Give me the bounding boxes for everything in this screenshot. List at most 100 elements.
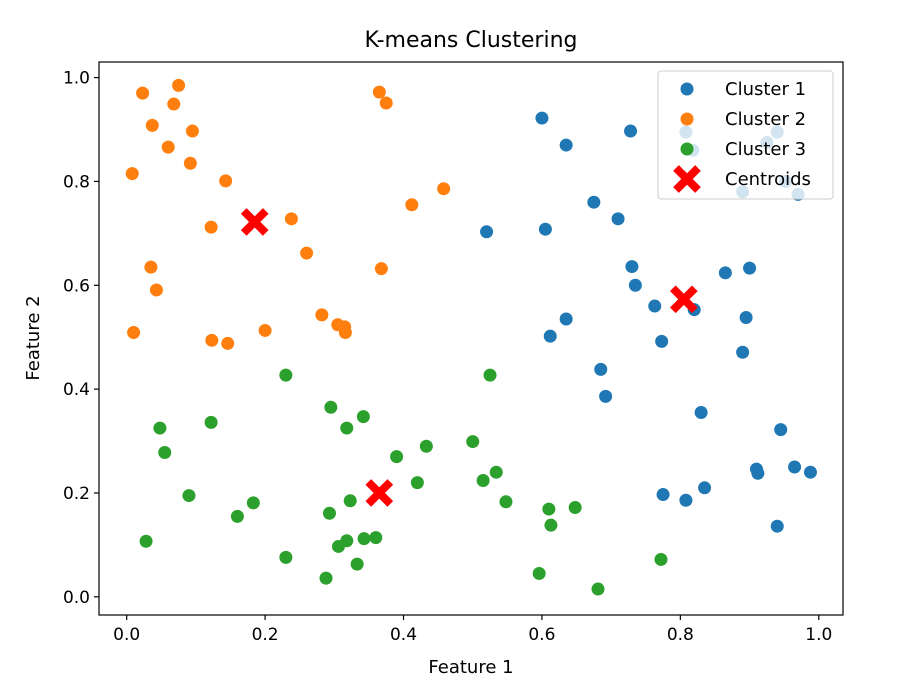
cluster-2-point [437, 182, 451, 196]
cluster-2-point [185, 124, 199, 138]
x-tick-label: 1.0 [805, 625, 832, 645]
cluster-2-point [219, 174, 233, 188]
cluster-1-point [718, 266, 732, 280]
cluster-1-point [611, 212, 625, 226]
y-tick-label: 0.2 [63, 484, 90, 504]
cluster-1-point [770, 519, 784, 533]
cluster-2-point [205, 333, 219, 347]
legend-box [657, 70, 834, 200]
cluster-3-point [499, 495, 513, 509]
cluster-3-point [279, 550, 293, 564]
cluster-1-point [559, 138, 573, 152]
x-tick-label: 0.0 [113, 625, 140, 645]
cluster-1-point [559, 312, 573, 326]
cluster-3-point [568, 501, 582, 515]
cluster-3-point [542, 502, 556, 516]
cluster-2-point [405, 198, 419, 212]
cluster-2-point [172, 78, 186, 92]
centroid-marker [669, 285, 698, 314]
cluster-2-point [149, 283, 163, 297]
cluster-3-point [324, 400, 338, 414]
cluster-1-point [736, 345, 750, 359]
cluster-3-point [331, 539, 345, 553]
cluster-1-point [535, 111, 549, 125]
legend-label: Centroids [725, 169, 811, 190]
y-tick-label: 0.4 [63, 380, 90, 400]
cluster-1-point [628, 278, 642, 292]
cluster-2-point [300, 246, 314, 260]
cluster-1-point [594, 362, 608, 376]
cluster-3-point [419, 439, 433, 453]
cluster-3-point [357, 532, 371, 546]
cluster-3-point [532, 566, 546, 580]
cluster-2-point [136, 86, 150, 100]
cluster-3-point [476, 474, 490, 488]
cluster-3-point [343, 494, 357, 508]
cluster-2-point [161, 140, 175, 154]
legend-marker-centroids [673, 165, 701, 193]
cluster-1-point [743, 261, 757, 275]
cluster-1-point [648, 299, 662, 313]
cluster-2-point [372, 85, 386, 99]
cluster-1-point [543, 329, 557, 343]
cluster-3-point [466, 435, 480, 449]
cluster-2-point [167, 97, 181, 111]
cluster-3-point [319, 571, 333, 585]
cluster-3-point [483, 368, 497, 382]
y-axis: 0.0 0.2 0.4 0.6 0.8 1.0 [63, 69, 99, 608]
x-tick-label: 0.8 [667, 625, 694, 645]
cluster-2-point [379, 96, 393, 110]
cluster-2-point [125, 167, 139, 181]
cluster-3-point [158, 445, 172, 459]
centroid-marker [240, 208, 269, 236]
cluster-2-point [221, 336, 235, 350]
cluster-1-point [739, 310, 753, 324]
cluster-2-point [374, 262, 388, 276]
cluster-3-point [350, 557, 364, 571]
y-tick-label: 0.8 [63, 172, 90, 192]
cluster-1-point [587, 195, 601, 209]
cluster-3-point [340, 421, 354, 435]
y-tick-label: 0.6 [63, 276, 90, 296]
cluster-3-point [279, 368, 293, 382]
x-axis: 0.0 0.2 0.4 0.6 0.8 1.0 [113, 615, 832, 645]
legend-marker-cluster-1 [680, 82, 694, 96]
cluster-1-point [774, 423, 788, 437]
cluster-2-point [315, 308, 329, 322]
legend-label: Cluster 2 [725, 109, 806, 130]
legend: Cluster 1 Cluster 2 Cluster 3 Centroids [657, 70, 834, 200]
legend-marker-cluster-3 [680, 142, 694, 156]
cluster-2-point [204, 220, 218, 234]
cluster-3-point [654, 552, 668, 566]
cluster-1-point [751, 466, 765, 480]
x-tick-label: 0.4 [390, 625, 417, 645]
plot-frame [98, 61, 844, 616]
cluster-2-point [144, 260, 158, 274]
cluster-2-point [145, 118, 159, 132]
cluster-3-point [153, 421, 167, 435]
legend-label: Cluster 1 [725, 79, 806, 100]
cluster-2-point [284, 212, 298, 226]
cluster-1-point [599, 389, 613, 403]
cluster-3-point [204, 415, 218, 429]
cluster-1-point [694, 405, 708, 419]
cluster-3-point [356, 410, 370, 424]
legend-label: Cluster 3 [725, 139, 806, 160]
cluster-1-point [803, 465, 817, 479]
y-tick-label: 0.0 [63, 588, 90, 608]
cluster-3-point [230, 509, 244, 523]
cluster-1-point [698, 481, 712, 495]
cluster-3-point [390, 450, 404, 464]
x-tick-label: 0.2 [252, 625, 279, 645]
cluster-1-point [679, 493, 693, 507]
cluster-3-point [139, 534, 153, 548]
x-tick-label: 0.6 [528, 625, 555, 645]
cluster-3-point [591, 582, 605, 596]
y-axis-label: Feature 2 [23, 295, 44, 380]
x-axis-label: Feature 1 [428, 657, 513, 678]
cluster-1-point [656, 488, 670, 502]
cluster-1-point [655, 334, 669, 348]
cluster-3-point [369, 531, 383, 545]
cluster-1-point [788, 460, 802, 474]
